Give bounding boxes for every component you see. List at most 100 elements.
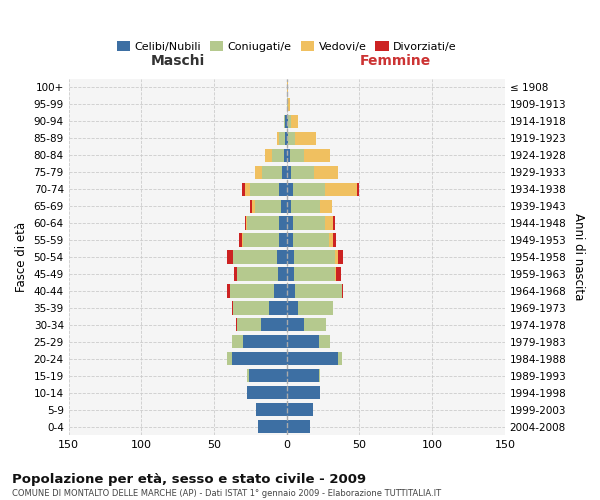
Bar [287,268,294,280]
Bar [287,335,331,348]
Bar [232,335,287,348]
Bar [287,182,325,196]
Bar [287,420,310,434]
Bar [280,216,287,230]
Bar [287,132,316,145]
Bar [287,182,293,196]
Bar [272,148,287,162]
Bar [287,250,338,264]
Bar [287,302,333,314]
Bar [233,302,287,314]
Bar [232,302,287,314]
Bar [287,132,295,145]
Bar [233,302,287,314]
Bar [243,335,287,348]
Bar [287,148,304,162]
Bar [285,114,287,128]
Bar [287,335,331,348]
Text: Femmine: Femmine [360,54,431,68]
Bar [287,420,310,434]
Bar [287,386,320,400]
Bar [280,234,287,246]
Bar [284,114,287,128]
Bar [232,335,287,348]
Bar [284,114,287,128]
Bar [287,284,343,298]
Bar [287,114,288,128]
Bar [281,200,287,213]
Bar [287,200,291,213]
Bar [287,250,335,264]
Bar [287,200,332,213]
Bar [287,234,329,246]
Bar [287,148,331,162]
Bar [287,302,298,314]
Bar [287,268,341,280]
Bar [233,250,287,264]
Bar [246,216,287,230]
Bar [287,182,359,196]
Bar [256,403,287,416]
Bar [287,216,335,230]
Bar [287,302,333,314]
Bar [280,182,287,196]
Bar [242,182,287,196]
Bar [287,234,333,246]
Bar [287,166,338,179]
Bar [287,403,313,416]
Bar [257,420,287,434]
Bar [287,403,313,416]
Bar [287,420,310,434]
Bar [257,420,287,434]
Bar [257,420,287,434]
Bar [287,148,290,162]
Bar [239,234,287,246]
Bar [235,268,287,280]
Bar [287,352,342,366]
Bar [287,148,331,162]
Bar [287,302,333,314]
Bar [287,369,320,382]
Y-axis label: Fasce di età: Fasce di età [15,222,28,292]
Bar [287,403,313,416]
Bar [230,284,287,298]
Text: COMUNE DI MONTALTO DELLE MARCHE (AP) - Dati ISTAT 1° gennaio 2009 - Elaborazione: COMUNE DI MONTALTO DELLE MARCHE (AP) - D… [12,489,441,498]
Bar [252,200,287,213]
Bar [236,318,287,332]
Bar [287,268,336,280]
Bar [238,318,287,332]
Bar [287,268,335,280]
Bar [265,148,287,162]
Bar [287,216,293,230]
Bar [287,369,320,382]
Bar [287,182,356,196]
Bar [277,132,287,145]
Text: Popolazione per età, sesso e stato civile - 2009: Popolazione per età, sesso e stato civil… [12,472,366,486]
Text: Maschi: Maschi [151,54,205,68]
Bar [247,369,287,382]
Bar [227,352,287,366]
Bar [287,386,320,400]
Bar [287,98,288,111]
Bar [287,200,320,213]
Bar [285,132,287,145]
Bar [287,166,291,179]
Bar [287,166,338,179]
Bar [233,250,287,264]
Bar [287,284,342,298]
Bar [260,318,287,332]
Bar [232,352,287,366]
Bar [287,132,288,145]
Bar [280,132,287,145]
Bar [255,166,287,179]
Bar [287,335,319,348]
Bar [277,132,287,145]
Y-axis label: Anni di nascita: Anni di nascita [572,214,585,300]
Bar [256,403,287,416]
Bar [287,250,343,264]
Bar [287,318,326,332]
Bar [247,369,287,382]
Bar [287,98,290,111]
Bar [287,114,298,128]
Bar [284,114,287,128]
